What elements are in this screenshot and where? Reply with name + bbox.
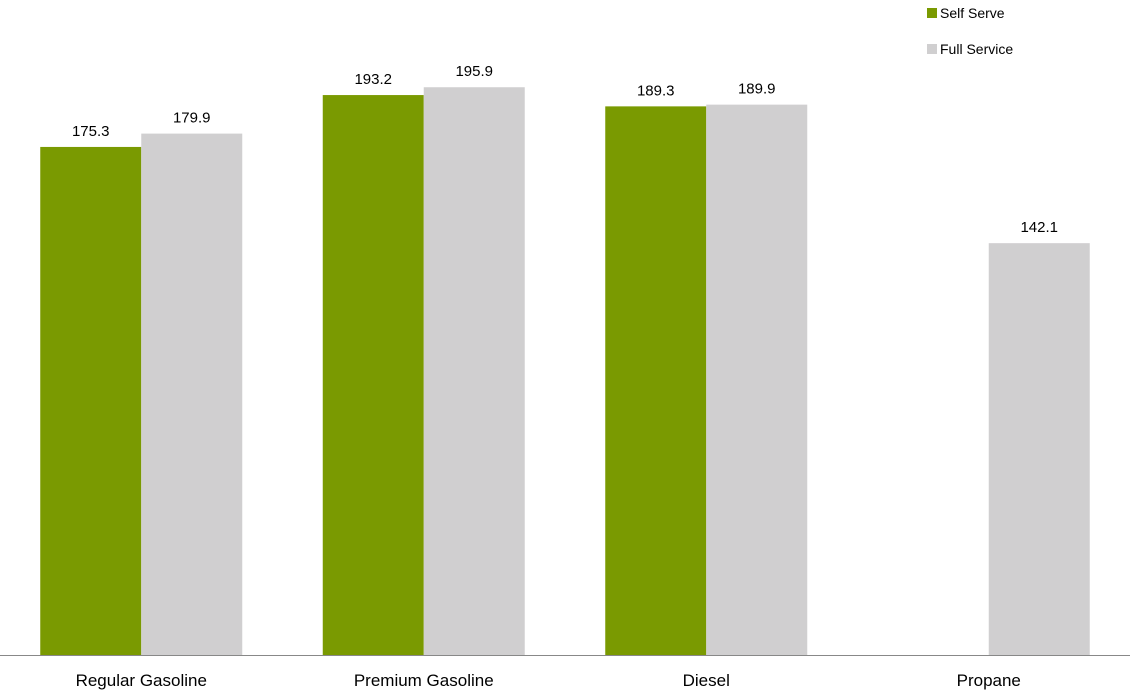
data-label-self-serve-diesel: 189.3 <box>637 82 675 99</box>
data-label-self-serve-regular-gasoline: 175.3 <box>72 123 110 140</box>
data-label-full-service-premium-gasoline: 195.9 <box>455 63 493 80</box>
legend: Self Serve Full Service <box>927 4 1013 76</box>
x-tick-label-regular-gasoline: Regular Gasoline <box>76 671 207 690</box>
bar-self-serve-regular-gasoline <box>40 146 142 656</box>
bar-full-service-regular-gasoline <box>141 133 243 656</box>
data-label-full-service-propane: 142.1 <box>1020 219 1058 236</box>
data-label-self-serve-premium-gasoline: 193.2 <box>354 71 392 88</box>
legend-item-self-serve: Self Serve <box>927 4 1013 22</box>
x-tick-label-premium-gasoline: Premium Gasoline <box>354 671 494 690</box>
legend-swatch-self-serve <box>927 8 937 18</box>
data-label-full-service-regular-gasoline: 179.9 <box>173 110 211 127</box>
legend-label-self-serve: Self Serve <box>940 5 1005 21</box>
bar-self-serve-premium-gasoline <box>322 95 424 655</box>
x-tick-label-diesel: Diesel <box>683 671 730 690</box>
bar-full-service-propane <box>988 243 1090 655</box>
legend-swatch-full-service <box>927 44 937 54</box>
legend-label-full-service: Full Service <box>940 41 1014 57</box>
bar-full-service-premium-gasoline <box>423 87 525 656</box>
bar-full-service-diesel <box>706 104 808 656</box>
x-tick-label-propane: Propane <box>957 671 1021 690</box>
data-label-full-service-diesel: 189.9 <box>738 81 776 98</box>
bar-self-serve-diesel <box>605 106 707 655</box>
legend-item-full-service: Full Service <box>927 40 1013 58</box>
